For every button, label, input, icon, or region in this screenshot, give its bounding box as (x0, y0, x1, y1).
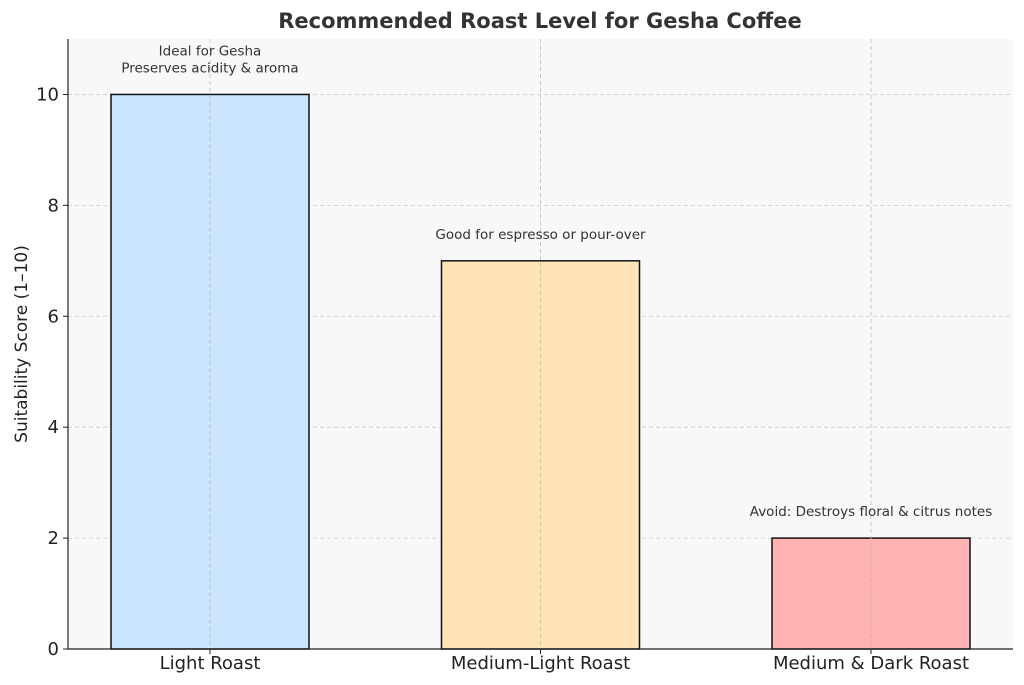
x-tick-label: Medium-Light Roast (451, 653, 630, 674)
bar-annotation: Preserves acidity & aroma (121, 60, 298, 76)
y-tick-label: 0 (48, 639, 59, 660)
y-tick-label: 6 (48, 306, 59, 327)
x-tick-label: Medium & Dark Roast (773, 653, 969, 674)
bar-annotation: Avoid: Destroys floral & citrus notes (750, 504, 993, 520)
chart-title: Recommended Roast Level for Gesha Coffee (278, 9, 802, 33)
y-axis-label: Suitability Score (1–10) (12, 245, 32, 443)
y-tick-label: 8 (48, 195, 59, 216)
bar-annotation: Good for espresso or pour-over (435, 227, 646, 243)
bar-annotation: Ideal for Gesha (159, 43, 262, 59)
ticks: 0 2 4 6 8 10 Light Roast Medium-Light Roast Medi… (36, 84, 969, 674)
y-tick-label: 2 (48, 528, 59, 549)
x-tick-label: Light Roast (160, 653, 261, 674)
y-tick-label: 4 (48, 417, 59, 438)
y-tick-label: 10 (36, 84, 59, 105)
